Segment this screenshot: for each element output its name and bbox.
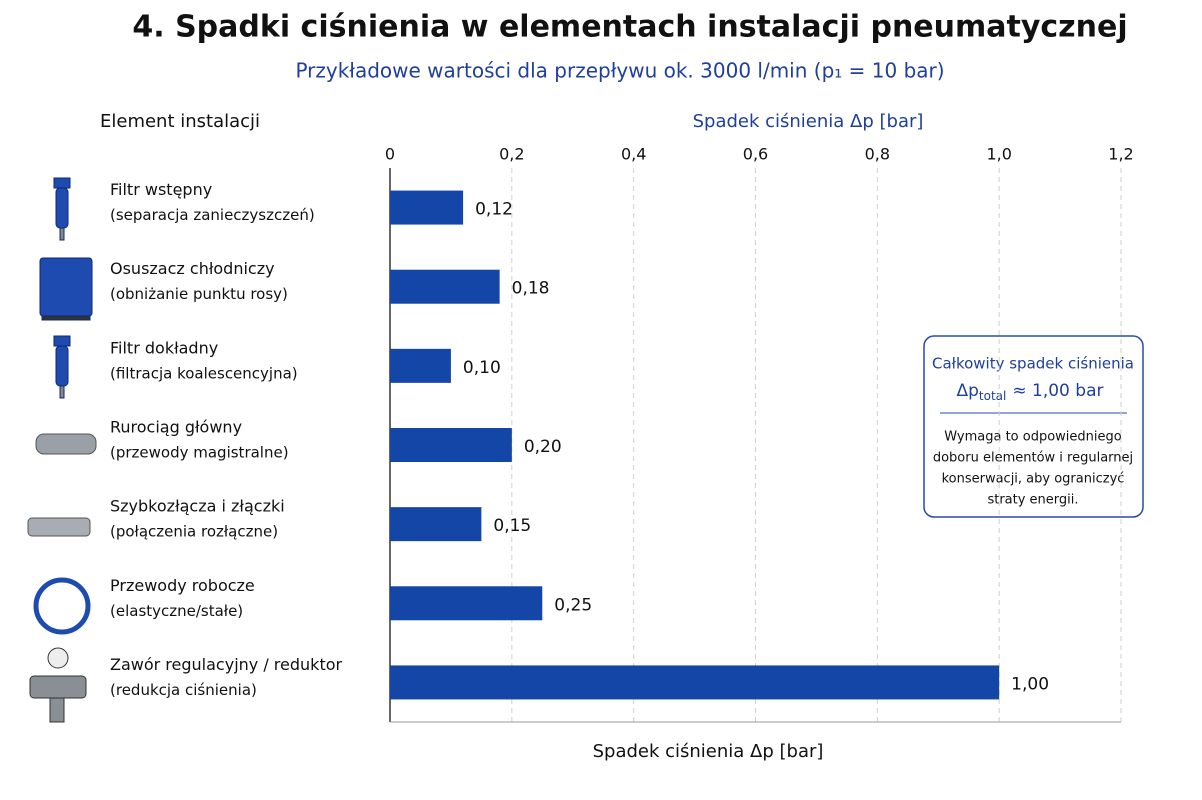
x-tick-label: 1,0 xyxy=(986,145,1011,164)
icon-filter xyxy=(53,177,71,189)
annotation-subscript: total xyxy=(979,389,1006,403)
value-label: 0,12 xyxy=(475,200,513,220)
annotation-box xyxy=(923,335,1144,518)
category-label: Zawór regulacyjny / reduktor xyxy=(110,655,343,674)
icon-pipe xyxy=(35,433,97,455)
category-note: (obniżanie punktu rosy) xyxy=(110,285,288,303)
icon-gauge xyxy=(47,647,69,669)
icon-filter2 xyxy=(53,335,71,347)
value-label: 0,10 xyxy=(463,358,501,378)
x-axis-title: Spadek ciśnienia Δp [bar] xyxy=(593,741,824,762)
axis-title-top: Spadek ciśnienia Δp [bar] xyxy=(693,111,924,132)
bar xyxy=(390,507,482,542)
category-header: Element instalacji xyxy=(100,111,260,132)
category-note: (separacja zanieczyszczeń) xyxy=(110,206,315,224)
annotation-notes: Wymaga to odpowiedniego doboru elementów … xyxy=(933,430,1133,508)
annotation-note: straty energii. xyxy=(987,493,1078,508)
value-label: 0,20 xyxy=(524,437,562,457)
annotation-note: doboru elementów i regularnej xyxy=(933,451,1133,466)
icon-coupling xyxy=(27,517,91,537)
x-tick-label: 0,6 xyxy=(743,145,768,164)
annotation-title: Całkowity spadek ciśnienia xyxy=(932,355,1134,373)
category-label: Osuszacz chłodniczy xyxy=(110,259,275,278)
annotation-symbol: Δp xyxy=(957,381,979,401)
category-note: (elastyczne/stałe) xyxy=(110,602,243,620)
category-label: Filtr wstępny xyxy=(110,180,212,199)
annotation-note: Wymaga to odpowiedniego xyxy=(944,430,1121,445)
icon-filter-drain xyxy=(59,227,65,241)
bar xyxy=(390,348,451,383)
icon-filter-body xyxy=(55,187,69,229)
icon-valve-bowl xyxy=(49,697,65,723)
icon-filter2-body xyxy=(55,345,69,387)
x-tick-label: 0 xyxy=(385,145,395,164)
bar xyxy=(390,269,500,304)
x-tick-label: 0,8 xyxy=(865,145,890,164)
category-label: Przewody robocze xyxy=(110,576,255,595)
chart-title: 4. Spadki ciśnienia w elementach instala… xyxy=(132,10,1127,45)
annotation-note: konserwacji, aby ograniczyć xyxy=(942,472,1125,487)
icon-dryer xyxy=(39,257,93,317)
value-label: 0,18 xyxy=(512,279,550,299)
icons xyxy=(27,177,97,723)
annotation-value: Δptotal ≈ 1,00 bar xyxy=(957,381,1104,403)
icon-dryer-base xyxy=(41,315,91,321)
category-note: (redukcja ciśnienia) xyxy=(110,681,257,699)
icon-filter2-drain xyxy=(59,385,65,399)
bar xyxy=(390,586,543,621)
category-label: Filtr dokładny xyxy=(110,338,218,357)
bar xyxy=(390,190,464,225)
category-note: (połączenia rozłączne) xyxy=(110,523,278,541)
x-tick-label: 0,4 xyxy=(621,145,646,164)
category-note: (przewody magistralne) xyxy=(110,444,289,462)
icon-hose xyxy=(33,577,91,635)
x-tick-label: 0,2 xyxy=(499,145,524,164)
icon-valve xyxy=(29,675,87,699)
value-label: 1,00 xyxy=(1011,674,1049,694)
bar xyxy=(390,428,512,462)
bar xyxy=(390,665,1000,700)
chart-subtitle: Przykładowe wartości dla przepływu ok. 3… xyxy=(295,59,944,83)
annotation-value-text: ≈ 1,00 bar xyxy=(1012,381,1103,401)
category-label: Szybkozłącza i złączki xyxy=(110,497,285,516)
category-label: Rurociąg główny xyxy=(110,418,242,437)
value-label: 0,15 xyxy=(493,516,531,536)
category-note: (filtracja koalescencyjna) xyxy=(110,364,298,382)
value-label: 0,25 xyxy=(554,595,592,615)
x-tick-label: 1,2 xyxy=(1108,145,1133,164)
